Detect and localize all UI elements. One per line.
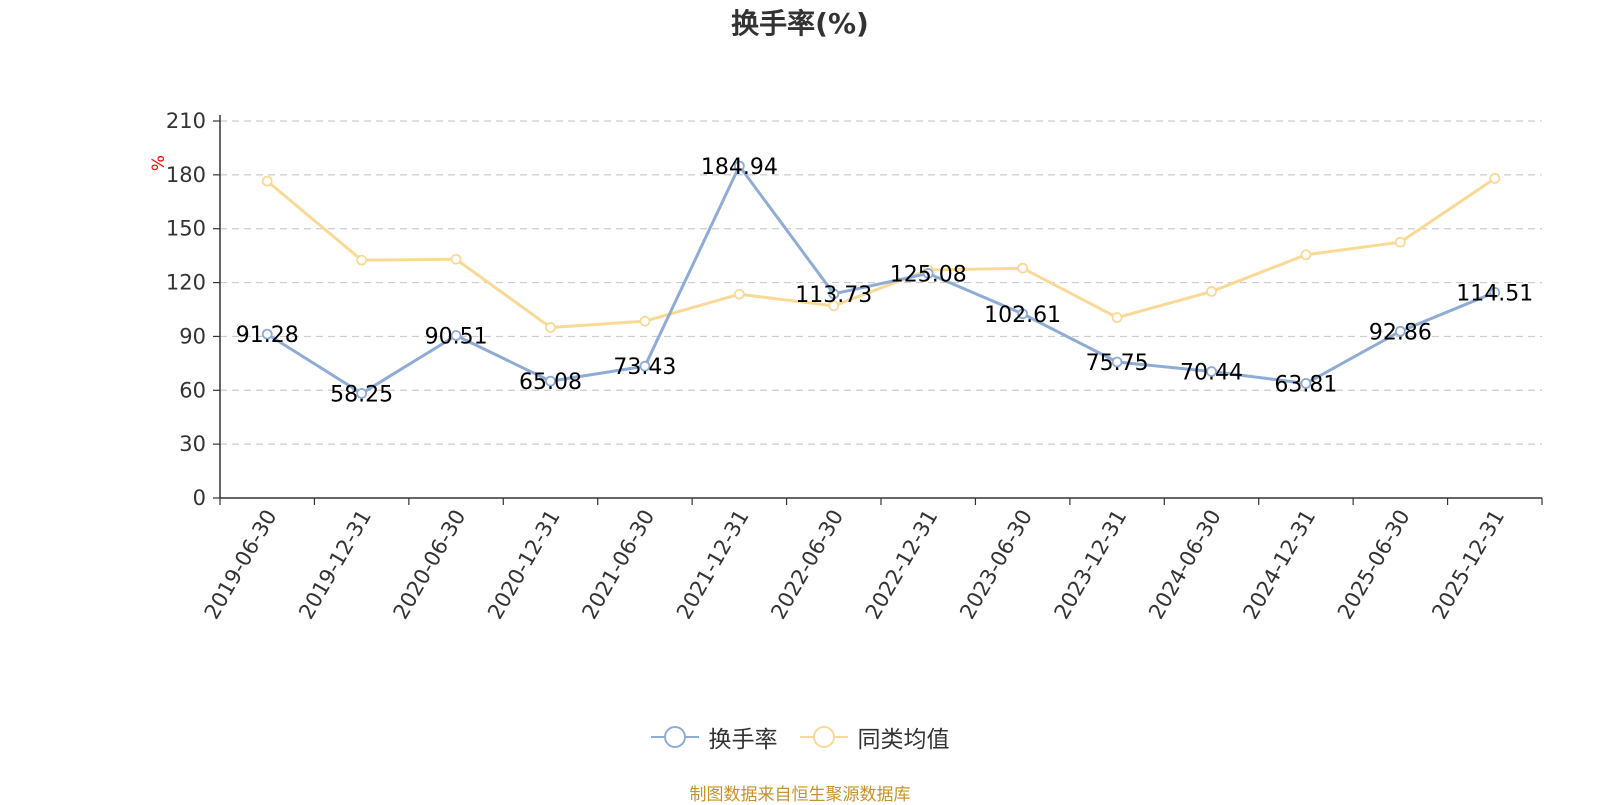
y-tick-label: 150 [166,217,206,241]
data-label: 114.51 [1456,281,1533,306]
series-2-point [1017,262,1029,274]
series-2-point [545,322,556,333]
x-tick-label: 2022-06-30 [766,506,848,624]
series-1-point [1489,287,1501,298]
y-tick-label: 120 [166,271,206,295]
x-tick-label: 2025-12-31 [1427,506,1509,624]
series-1-point [1394,325,1406,337]
data-label: 92.86 [1369,320,1432,345]
axes: 0 30 60 90 120 150 180 210% 2019-06-30 2019-12-31… [149,109,1543,624]
x-tick-label: 2023-12-31 [1050,506,1132,624]
data-label: 70.44 [1180,361,1243,386]
legend-label-series-2: 同类均值 [857,727,950,753]
data-label: 91.28 [236,323,299,348]
data-label: 102.61 [984,303,1061,328]
series-2-point [733,288,745,300]
x-tick-label: 2024-06-30 [1144,506,1226,624]
legend-line-circle-icon [799,726,848,748]
data-label: 90.51 [425,325,488,350]
series-2-point [1489,173,1501,184]
x-tick-label: 2019-12-31 [294,506,376,624]
series-line-1 [266,164,1496,395]
series-lines [261,160,1501,399]
series-1-point [261,328,273,340]
legend: 换手率 同类均值 [0,720,1600,754]
series-2-point [1206,286,1217,297]
series-1-point [1300,378,1312,389]
y-tick-label: 0 [193,486,206,510]
series-1-point [922,268,934,279]
legend-label-series-1: 换手率 [708,727,778,753]
data-label: 73.43 [613,355,676,380]
series-2-point [1300,249,1312,261]
data-label: 184.94 [701,155,778,180]
x-tick-label: 2025-06-30 [1333,506,1415,624]
data-label: 63.81 [1274,372,1337,397]
series-2-point [261,175,273,187]
x-tick-label: 2023-06-30 [955,506,1037,624]
y-tick-label: 90 [179,324,206,348]
x-tick-label: 2020-06-30 [389,506,471,624]
series-1-point [1206,366,1217,377]
legend-item-series-1[interactable]: 换手率 [650,720,778,754]
series-line-2 [266,177,1496,329]
series-2-point [1111,312,1123,323]
x-tick-label: 2021-12-31 [672,506,754,624]
series-1-point [733,160,745,172]
legend-item-series-2[interactable]: 同类均值 [799,720,950,754]
series-1-point [1017,308,1029,320]
x-tick-label: 2020-12-31 [483,506,565,624]
y-tick-label: 30 [179,432,206,456]
y-tick-label: 210 [166,109,206,133]
data-label: 125.08 [890,262,967,287]
data-label: 113.73 [795,283,872,308]
source-note: 制图数据来自恒生聚源数据库 [689,785,911,805]
series-1-point [545,375,556,387]
y-tick-label: 180 [166,163,206,187]
x-tick-label: 2021-06-30 [577,506,659,624]
series-2-point [1394,236,1406,248]
series-1-point [639,360,651,372]
data-label: 75.75 [1086,351,1149,376]
x-tick-label: 2022-12-31 [861,506,943,624]
series-1-point [356,388,368,399]
series-2-point [450,253,462,265]
legend-line-circle-icon [650,726,699,748]
series-1-point [450,330,462,341]
series-2-point [828,300,840,312]
x-tick-label: 2024-12-31 [1238,506,1320,624]
data-labels: 91.28 58.25 90.51 65.08 73.43 184.94 113.73 125… [236,155,1534,407]
series-2-point [639,315,651,327]
data-label: 58.25 [330,382,393,407]
series-2-point [356,254,368,266]
x-tick-label: 2019-06-30 [200,506,282,624]
data-label: 65.08 [519,370,582,395]
chart-title: 换手率(%) [731,7,869,40]
series-1-point [1111,356,1123,368]
y-unit-label: % [149,155,169,171]
series-1-point [828,288,840,300]
y-tick-label: 60 [179,378,206,402]
